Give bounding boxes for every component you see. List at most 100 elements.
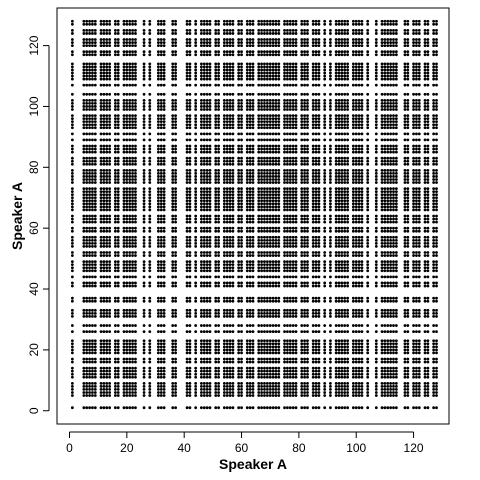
data-point bbox=[194, 150, 198, 154]
data-point bbox=[93, 74, 97, 78]
data-point bbox=[134, 330, 137, 334]
data-point bbox=[116, 226, 120, 230]
data-point bbox=[271, 190, 275, 194]
data-point bbox=[271, 102, 275, 105]
data-point bbox=[199, 384, 203, 388]
data-point bbox=[274, 178, 278, 181]
data-point bbox=[222, 260, 226, 264]
data-point bbox=[108, 324, 112, 327]
data-point bbox=[85, 339, 89, 343]
data-point bbox=[156, 245, 160, 248]
data-point bbox=[274, 241, 278, 245]
data-point bbox=[125, 150, 129, 154]
data-point bbox=[156, 193, 160, 197]
data-point bbox=[260, 102, 263, 105]
data-point bbox=[156, 360, 160, 364]
data-point bbox=[125, 263, 129, 267]
data-point bbox=[240, 44, 243, 48]
data-point bbox=[283, 235, 286, 239]
data-point bbox=[300, 339, 304, 343]
data-point bbox=[70, 196, 74, 200]
data-point bbox=[142, 71, 146, 75]
data-point bbox=[260, 159, 263, 163]
data-point bbox=[286, 238, 289, 242]
data-point bbox=[240, 71, 243, 75]
data-point bbox=[271, 324, 275, 327]
data-point bbox=[231, 375, 235, 379]
data-point bbox=[171, 214, 175, 218]
data-point bbox=[231, 74, 235, 78]
data-point bbox=[268, 138, 272, 142]
data-point bbox=[70, 342, 74, 346]
data-point bbox=[231, 269, 235, 273]
data-point bbox=[113, 123, 117, 127]
data-point bbox=[174, 342, 177, 346]
data-point bbox=[185, 299, 189, 303]
data-point bbox=[85, 150, 89, 154]
data-point bbox=[202, 44, 206, 48]
data-point bbox=[245, 132, 249, 136]
data-point bbox=[159, 345, 163, 349]
data-point bbox=[214, 162, 218, 166]
data-point bbox=[131, 44, 134, 48]
data-point bbox=[134, 296, 137, 300]
data-point bbox=[99, 381, 103, 385]
data-point bbox=[260, 360, 263, 364]
data-point bbox=[294, 193, 298, 197]
data-point bbox=[286, 156, 289, 160]
data-point bbox=[148, 388, 152, 391]
data-point bbox=[199, 235, 203, 239]
data-point bbox=[88, 345, 91, 349]
data-point bbox=[286, 372, 289, 376]
data-point bbox=[82, 150, 86, 154]
data-point bbox=[208, 105, 212, 108]
data-point bbox=[260, 117, 263, 121]
data-point bbox=[202, 28, 206, 32]
data-point bbox=[245, 77, 249, 81]
data-point bbox=[248, 315, 252, 318]
data-point bbox=[70, 388, 74, 391]
data-point bbox=[240, 190, 243, 194]
data-point bbox=[102, 181, 106, 184]
data-point bbox=[156, 74, 160, 78]
data-point bbox=[162, 138, 166, 142]
data-point bbox=[113, 235, 117, 239]
data-point bbox=[162, 348, 166, 352]
data-point bbox=[217, 345, 220, 349]
data-point bbox=[274, 159, 278, 163]
data-point bbox=[159, 406, 163, 410]
data-point bbox=[125, 168, 129, 172]
data-point bbox=[85, 50, 89, 54]
data-point bbox=[208, 406, 212, 410]
data-point bbox=[268, 62, 272, 66]
data-point bbox=[105, 357, 109, 361]
data-point bbox=[248, 366, 252, 370]
data-point bbox=[199, 175, 203, 178]
data-point bbox=[214, 132, 218, 136]
data-point bbox=[205, 117, 209, 121]
data-point bbox=[85, 345, 89, 349]
data-point bbox=[268, 38, 272, 41]
data-point bbox=[116, 175, 120, 178]
data-point bbox=[159, 120, 163, 124]
data-point bbox=[113, 369, 117, 373]
data-point bbox=[288, 391, 292, 394]
data-point bbox=[274, 226, 278, 230]
data-point bbox=[91, 324, 94, 327]
data-point bbox=[283, 299, 286, 303]
data-point bbox=[300, 22, 304, 26]
data-point bbox=[283, 226, 286, 230]
data-point bbox=[245, 205, 249, 209]
data-point bbox=[113, 108, 117, 111]
data-point bbox=[205, 62, 209, 66]
data-point bbox=[116, 162, 120, 166]
data-point bbox=[291, 114, 295, 117]
data-point bbox=[185, 406, 189, 410]
data-point bbox=[142, 406, 146, 410]
data-point bbox=[174, 32, 177, 35]
data-point bbox=[159, 105, 163, 108]
data-point bbox=[208, 74, 212, 78]
data-point bbox=[300, 168, 304, 172]
data-point bbox=[113, 162, 117, 166]
data-point bbox=[134, 351, 137, 355]
